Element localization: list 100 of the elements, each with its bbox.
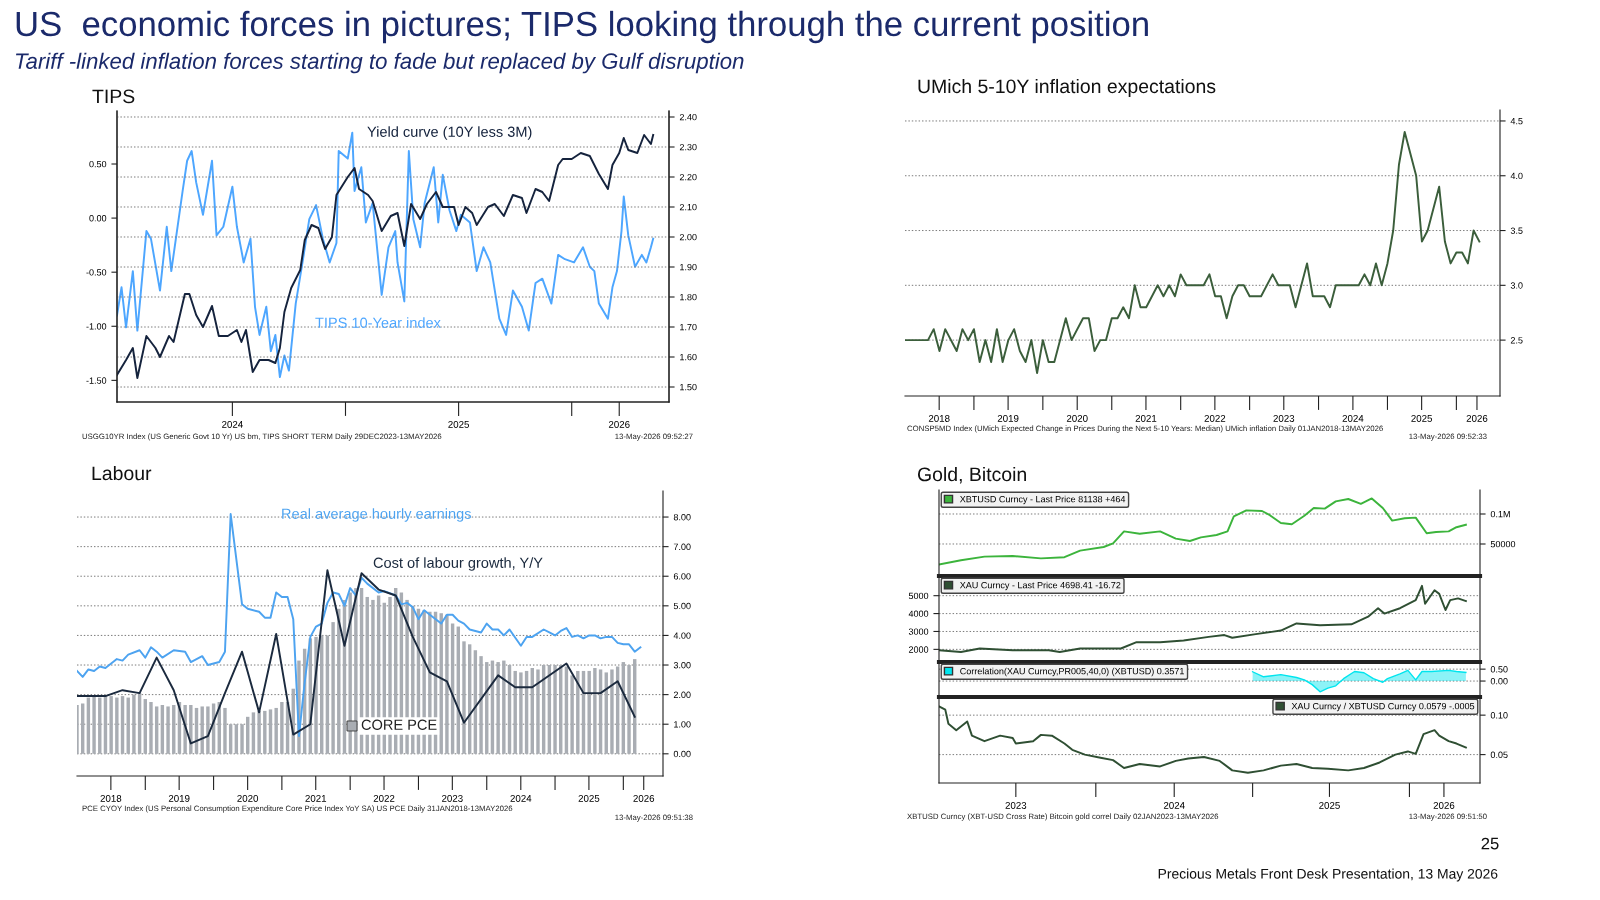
y2-tick-label: 1.60 [680,353,697,361]
bar [462,641,466,754]
x-tick-label: 2025 [1411,415,1433,422]
bar [132,694,136,754]
x-tick-label: 2022 [1204,415,1226,422]
y-tick-label: 3.0 [1510,282,1523,289]
y-tick-label: 4.00 [673,632,691,639]
text: Tariff -linked inflation forces starting to fade but replaced by Gulf disruption [16,52,744,74]
x-tick-label: 2019 [168,795,190,802]
x-tick-label: 2023 [1005,802,1027,809]
x-tick-label: 2020 [237,795,259,802]
chart-title: Gold, Bitcoin [917,466,1026,484]
bar [200,706,204,754]
line-series [905,130,1481,374]
y2-tick-label: 2.20 [679,173,697,181]
x-tick-label: 2026 [633,795,655,802]
line-series [939,584,1467,654]
bar [445,614,449,754]
bar [519,672,523,754]
x-tick-label: 2026 [1466,415,1488,422]
x-tick-label: 2026 [1433,802,1455,809]
y-tick-label: 7.00 [673,543,691,550]
y2-tick-label: 2.10 [679,203,697,211]
y-tick-label: -1.00 [86,323,107,330]
line-series [77,569,636,745]
bar [553,665,557,754]
bar [502,660,506,754]
line-series [939,497,1467,566]
bar [331,622,335,754]
bar [223,707,227,754]
legend-label: XAU Curncy / XBTUSD Curncy 0.0579 -.0005 [1291,702,1475,712]
y-tick-label: 4000 [908,610,929,617]
y2-tick-label: 1.50 [680,383,697,391]
x-tick-label: 2024 [1342,415,1364,422]
bar [263,710,267,754]
chart-title: Labour [92,465,152,481]
y-tick-label: 2.5 [1510,337,1523,344]
y-tick-label: 6.00 [673,573,691,580]
x-tick-label: 2018 [100,795,122,802]
y2-tick-label: 1.90 [680,263,697,271]
y-tick-label: 0.50 [1490,666,1508,673]
bar [166,706,170,754]
x-tick-label: 2018 [928,415,950,422]
bar [189,704,193,754]
y-tick-label: 5000 [908,592,929,600]
x-tick-label: 2023 [442,795,463,802]
x-tick-label: 2025 [1319,802,1340,809]
bar [274,707,278,754]
y-tick-label: -0.50 [86,269,107,276]
legend-label: Correlation(XAU Curncy,PR005,40,0) (XBTUSD) 0.3571 [960,667,1184,677]
x-tick-label: 2025 [578,795,600,802]
y-tick-label: 0.10 [1490,712,1508,719]
bar [149,702,153,754]
x-tick-label: 2019 [997,415,1019,422]
y-tick-label: -1.50 [86,377,107,384]
bar [513,670,517,754]
y-tick-label: 0.00 [1490,678,1508,685]
x-tick-label: 2021 [1135,415,1157,422]
bar [280,702,284,754]
y-tick-label: 3.5 [1510,227,1523,234]
legend-label: XBTUSD Curncy - Last Price 81138 +464 [959,495,1126,505]
x-tick-label: 2024 [222,421,243,428]
bar [479,656,483,754]
y-tick-label: 8.00 [673,514,691,521]
y-tick-label: 0.05 [1490,751,1508,758]
chart-title: UMich 5-10Y inflation expectations [918,78,1216,98]
y-tick-label: 3000 [908,628,929,635]
y-tick-label: 0.1M [1490,510,1510,518]
y-tick-label: 0.00 [673,750,691,758]
bar [109,696,113,754]
x-tick-label: 2024 [510,795,532,802]
x-tick-label: 2021 [305,795,327,802]
y-tick-label: 2.00 [673,691,691,698]
x-tick-label: 2024 [1163,802,1185,809]
bar [610,669,614,754]
bar [587,670,591,754]
bar [536,669,540,754]
bar [593,667,597,754]
bar [92,696,96,754]
y-tick-label: 1.00 [674,721,691,728]
x-tick-label: 2025 [448,421,470,428]
y-tick-label: 5.00 [673,602,691,610]
y2-tick-label: 2.40 [679,113,697,121]
bar [77,704,79,754]
bar [627,665,631,754]
bar [496,662,500,754]
chart-title: TIPS [92,89,135,104]
bar [570,675,574,754]
legend-label: CORE PCE [361,719,437,730]
bar [576,670,580,754]
y-tick-label: 0.50 [89,160,107,168]
text: Precious Metals Front Desk Presentation, 13 May 2026 [1158,868,1498,882]
y2-tick-label: 1.80 [680,293,697,301]
bar [257,710,261,754]
y-tick-label: 2000 [908,646,929,653]
series-label: TIPS 10-Year index [315,317,441,328]
x-tick-label: 2020 [1066,415,1088,422]
y2-tick-label: 2.30 [679,143,697,151]
legend-label: XAU Curncy - Last Price 4698.41 -16.72 [959,581,1121,591]
bar [115,697,119,754]
